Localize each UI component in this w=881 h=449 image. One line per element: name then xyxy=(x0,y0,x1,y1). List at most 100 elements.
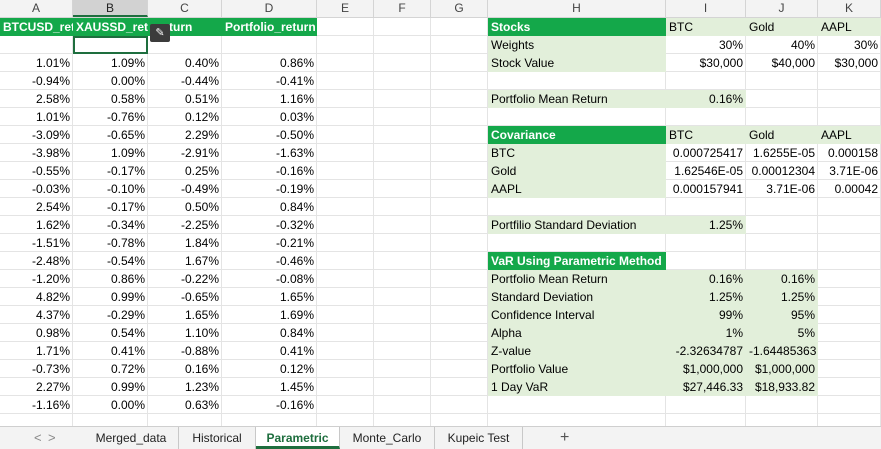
stock-value[interactable]: $30,000 xyxy=(834,56,878,70)
return-cell[interactable]: 1.69% xyxy=(279,308,314,322)
next-sheet-icon[interactable]: > xyxy=(48,430,56,445)
return-cell[interactable]: 1.23% xyxy=(184,380,219,394)
var-value-95[interactable]: 5% xyxy=(746,324,818,342)
return-cell[interactable]: 0.51% xyxy=(184,92,219,106)
column-header-k[interactable]: K xyxy=(818,0,881,17)
return-cell[interactable]: -0.22% xyxy=(180,272,219,286)
return-cell[interactable]: -0.78% xyxy=(106,236,145,250)
stocks-asset-header[interactable]: AAPL xyxy=(818,18,881,36)
return-cell[interactable]: 1.45% xyxy=(279,380,314,394)
return-cell[interactable]: -0.73% xyxy=(31,362,70,376)
tab-merged-data[interactable]: Merged_data xyxy=(84,427,179,449)
spreadsheet-grid[interactable]: BTCUSD_ret XAUSSD_ret _return Portfolio_ret… xyxy=(0,18,881,426)
weights-label[interactable]: Weights xyxy=(488,36,666,54)
stock-value-label[interactable]: Stock Value xyxy=(488,54,666,72)
return-cell[interactable]: 1.01% xyxy=(35,56,70,70)
column-header-g[interactable]: G xyxy=(431,0,488,17)
return-cell[interactable]: -1.51% xyxy=(31,236,70,250)
return-cell[interactable]: -0.49% xyxy=(180,182,219,196)
return-cell[interactable]: 0.16% xyxy=(184,362,219,376)
return-cell[interactable]: 0.86% xyxy=(279,56,314,70)
return-cell[interactable]: -0.19% xyxy=(275,182,314,196)
portfolio-mean-return-value[interactable]: 0.16% xyxy=(666,90,746,108)
return-cell[interactable]: -2.91% xyxy=(180,146,219,160)
return-cell[interactable]: -0.16% xyxy=(275,398,314,412)
var-row-label[interactable]: Portfolio Mean Return xyxy=(488,270,666,288)
return-cell[interactable]: 0.50% xyxy=(184,200,219,214)
var-row-label[interactable]: Alpha xyxy=(488,324,666,342)
return-cell[interactable]: 0.54% xyxy=(110,326,145,340)
active-cell-selection[interactable] xyxy=(73,36,148,54)
return-cell[interactable]: 0.00% xyxy=(110,398,145,412)
return-cell[interactable]: -0.94% xyxy=(31,74,70,88)
covariance-asset-header[interactable]: BTC xyxy=(666,126,746,144)
covariance-value[interactable]: 3.71E-06 xyxy=(829,164,878,178)
var-row-label[interactable]: Portfolio Value xyxy=(488,360,666,378)
weight-value[interactable]: 40% xyxy=(790,38,815,52)
return-cell[interactable]: 0.40% xyxy=(184,56,219,70)
covariance-value[interactable]: 0.000725417 xyxy=(672,146,743,160)
return-cell[interactable]: 0.63% xyxy=(184,398,219,412)
tab-historical[interactable]: Historical xyxy=(179,427,256,449)
return-cell[interactable]: 2.27% xyxy=(35,380,70,394)
column-header-i[interactable]: I xyxy=(666,0,746,17)
column-header-d[interactable]: D xyxy=(222,0,317,17)
return-cell[interactable]: 0.03% xyxy=(279,110,314,124)
return-cell[interactable]: 0.41% xyxy=(279,344,314,358)
var-value-99[interactable]: 1.25% xyxy=(666,288,746,306)
var-value-95[interactable]: $18,933.82 xyxy=(746,378,818,396)
return-cell[interactable]: -0.21% xyxy=(275,236,314,250)
weight-value[interactable]: 30% xyxy=(718,38,743,52)
var-value-99[interactable]: $1,000,000 xyxy=(666,360,746,378)
return-cell[interactable]: 1.65% xyxy=(184,308,219,322)
var-value-99[interactable]: 99% xyxy=(666,306,746,324)
paste-options-icon[interactable]: ✎ xyxy=(150,24,170,42)
return-cell[interactable]: -0.41% xyxy=(275,74,314,88)
return-cell[interactable]: 0.72% xyxy=(110,362,145,376)
return-cell[interactable]: -0.29% xyxy=(106,308,145,322)
covariance-value[interactable]: 3.71E-06 xyxy=(766,182,815,196)
return-cell[interactable]: -1.20% xyxy=(31,272,70,286)
var-value-95[interactable]: -1.64485363 xyxy=(746,342,818,360)
covariance-header[interactable]: Covariance xyxy=(488,126,666,144)
var-row-label[interactable]: Z-value xyxy=(488,342,666,360)
return-cell[interactable]: -0.50% xyxy=(275,128,314,142)
covariance-value[interactable]: 1.62546E-05 xyxy=(674,164,743,178)
var-value-95[interactable]: 1.25% xyxy=(746,288,818,306)
return-cell[interactable]: -3.09% xyxy=(31,128,70,142)
return-cell[interactable]: 0.84% xyxy=(279,200,314,214)
return-cell[interactable]: -1.16% xyxy=(31,398,70,412)
return-cell[interactable]: 0.84% xyxy=(279,326,314,340)
add-sheet-icon[interactable]: + xyxy=(560,429,570,446)
return-cell[interactable]: 1.67% xyxy=(184,254,219,268)
return-cell[interactable]: 0.58% xyxy=(110,92,145,106)
var-value-99[interactable]: $27,446.33 xyxy=(666,378,746,396)
return-cell[interactable]: -0.16% xyxy=(275,164,314,178)
stocks-header[interactable]: Stocks xyxy=(488,18,666,36)
return-cell[interactable]: 0.86% xyxy=(110,272,145,286)
column-header-j[interactable]: J xyxy=(746,0,818,17)
covariance-row-label[interactable]: BTC xyxy=(488,144,666,162)
return-cell[interactable]: -2.25% xyxy=(180,218,219,232)
covariance-value[interactable]: 0.00042 xyxy=(834,182,878,196)
column-header-h[interactable]: H xyxy=(488,0,666,17)
covariance-value[interactable]: 1.6255E-05 xyxy=(752,146,815,160)
return-cell[interactable]: 0.25% xyxy=(184,164,219,178)
covariance-value[interactable]: 0.000157941 xyxy=(672,182,743,196)
return-cell[interactable]: -0.08% xyxy=(275,272,314,286)
return-cell[interactable]: 0.12% xyxy=(184,110,219,124)
return-cell[interactable]: -0.17% xyxy=(106,200,145,214)
return-cell[interactable]: -0.65% xyxy=(106,128,145,142)
var-header[interactable]: VaR Using Parametric Method xyxy=(488,252,666,270)
covariance-row-label[interactable]: Gold xyxy=(488,162,666,180)
prev-sheet-icon[interactable]: < xyxy=(34,430,42,445)
return-cell[interactable]: 4.37% xyxy=(35,308,70,322)
stocks-asset-header[interactable]: BTC xyxy=(666,18,746,36)
var-value-95[interactable]: 0.16% xyxy=(746,270,818,288)
return-cell[interactable]: 0.41% xyxy=(110,344,145,358)
return-cell[interactable]: 1.16% xyxy=(279,92,314,106)
return-cell[interactable]: -1.63% xyxy=(275,146,314,160)
return-header-cell[interactable]: XAUSSD_ret xyxy=(73,18,148,36)
covariance-asset-header[interactable]: Gold xyxy=(746,126,818,144)
tab-monte-carlo[interactable]: Monte_Carlo xyxy=(340,427,435,449)
